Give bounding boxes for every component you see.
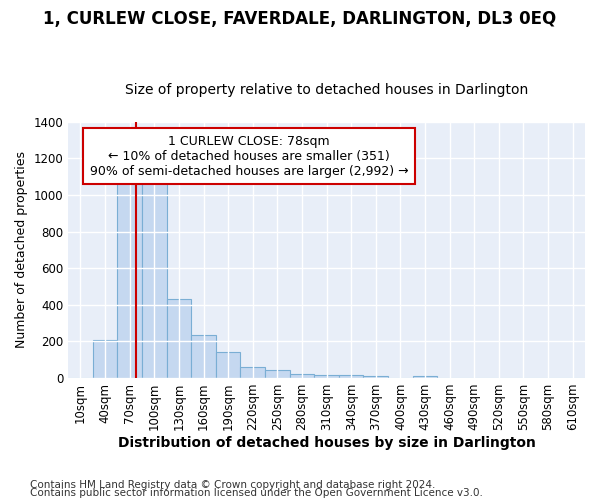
- Text: 1 CURLEW CLOSE: 78sqm
← 10% of detached houses are smaller (351)
90% of semi-det: 1 CURLEW CLOSE: 78sqm ← 10% of detached …: [90, 134, 409, 178]
- Bar: [216, 352, 241, 378]
- Bar: [290, 374, 314, 378]
- Bar: [142, 178, 167, 378]
- Bar: [93, 340, 118, 378]
- Bar: [118, 173, 142, 378]
- Text: 1, CURLEW CLOSE, FAVERDALE, DARLINGTON, DL3 0EQ: 1, CURLEW CLOSE, FAVERDALE, DARLINGTON, …: [43, 10, 557, 28]
- Bar: [241, 368, 265, 378]
- Text: Contains public sector information licensed under the Open Government Licence v3: Contains public sector information licen…: [30, 488, 483, 498]
- Bar: [413, 376, 437, 378]
- Bar: [191, 334, 216, 378]
- X-axis label: Distribution of detached houses by size in Darlington: Distribution of detached houses by size …: [118, 436, 536, 450]
- Bar: [167, 300, 191, 378]
- Bar: [339, 376, 364, 378]
- Title: Size of property relative to detached houses in Darlington: Size of property relative to detached ho…: [125, 83, 528, 97]
- Bar: [364, 376, 388, 378]
- Text: Contains HM Land Registry data © Crown copyright and database right 2024.: Contains HM Land Registry data © Crown c…: [30, 480, 436, 490]
- Bar: [314, 376, 339, 378]
- Y-axis label: Number of detached properties: Number of detached properties: [15, 152, 28, 348]
- Bar: [265, 370, 290, 378]
